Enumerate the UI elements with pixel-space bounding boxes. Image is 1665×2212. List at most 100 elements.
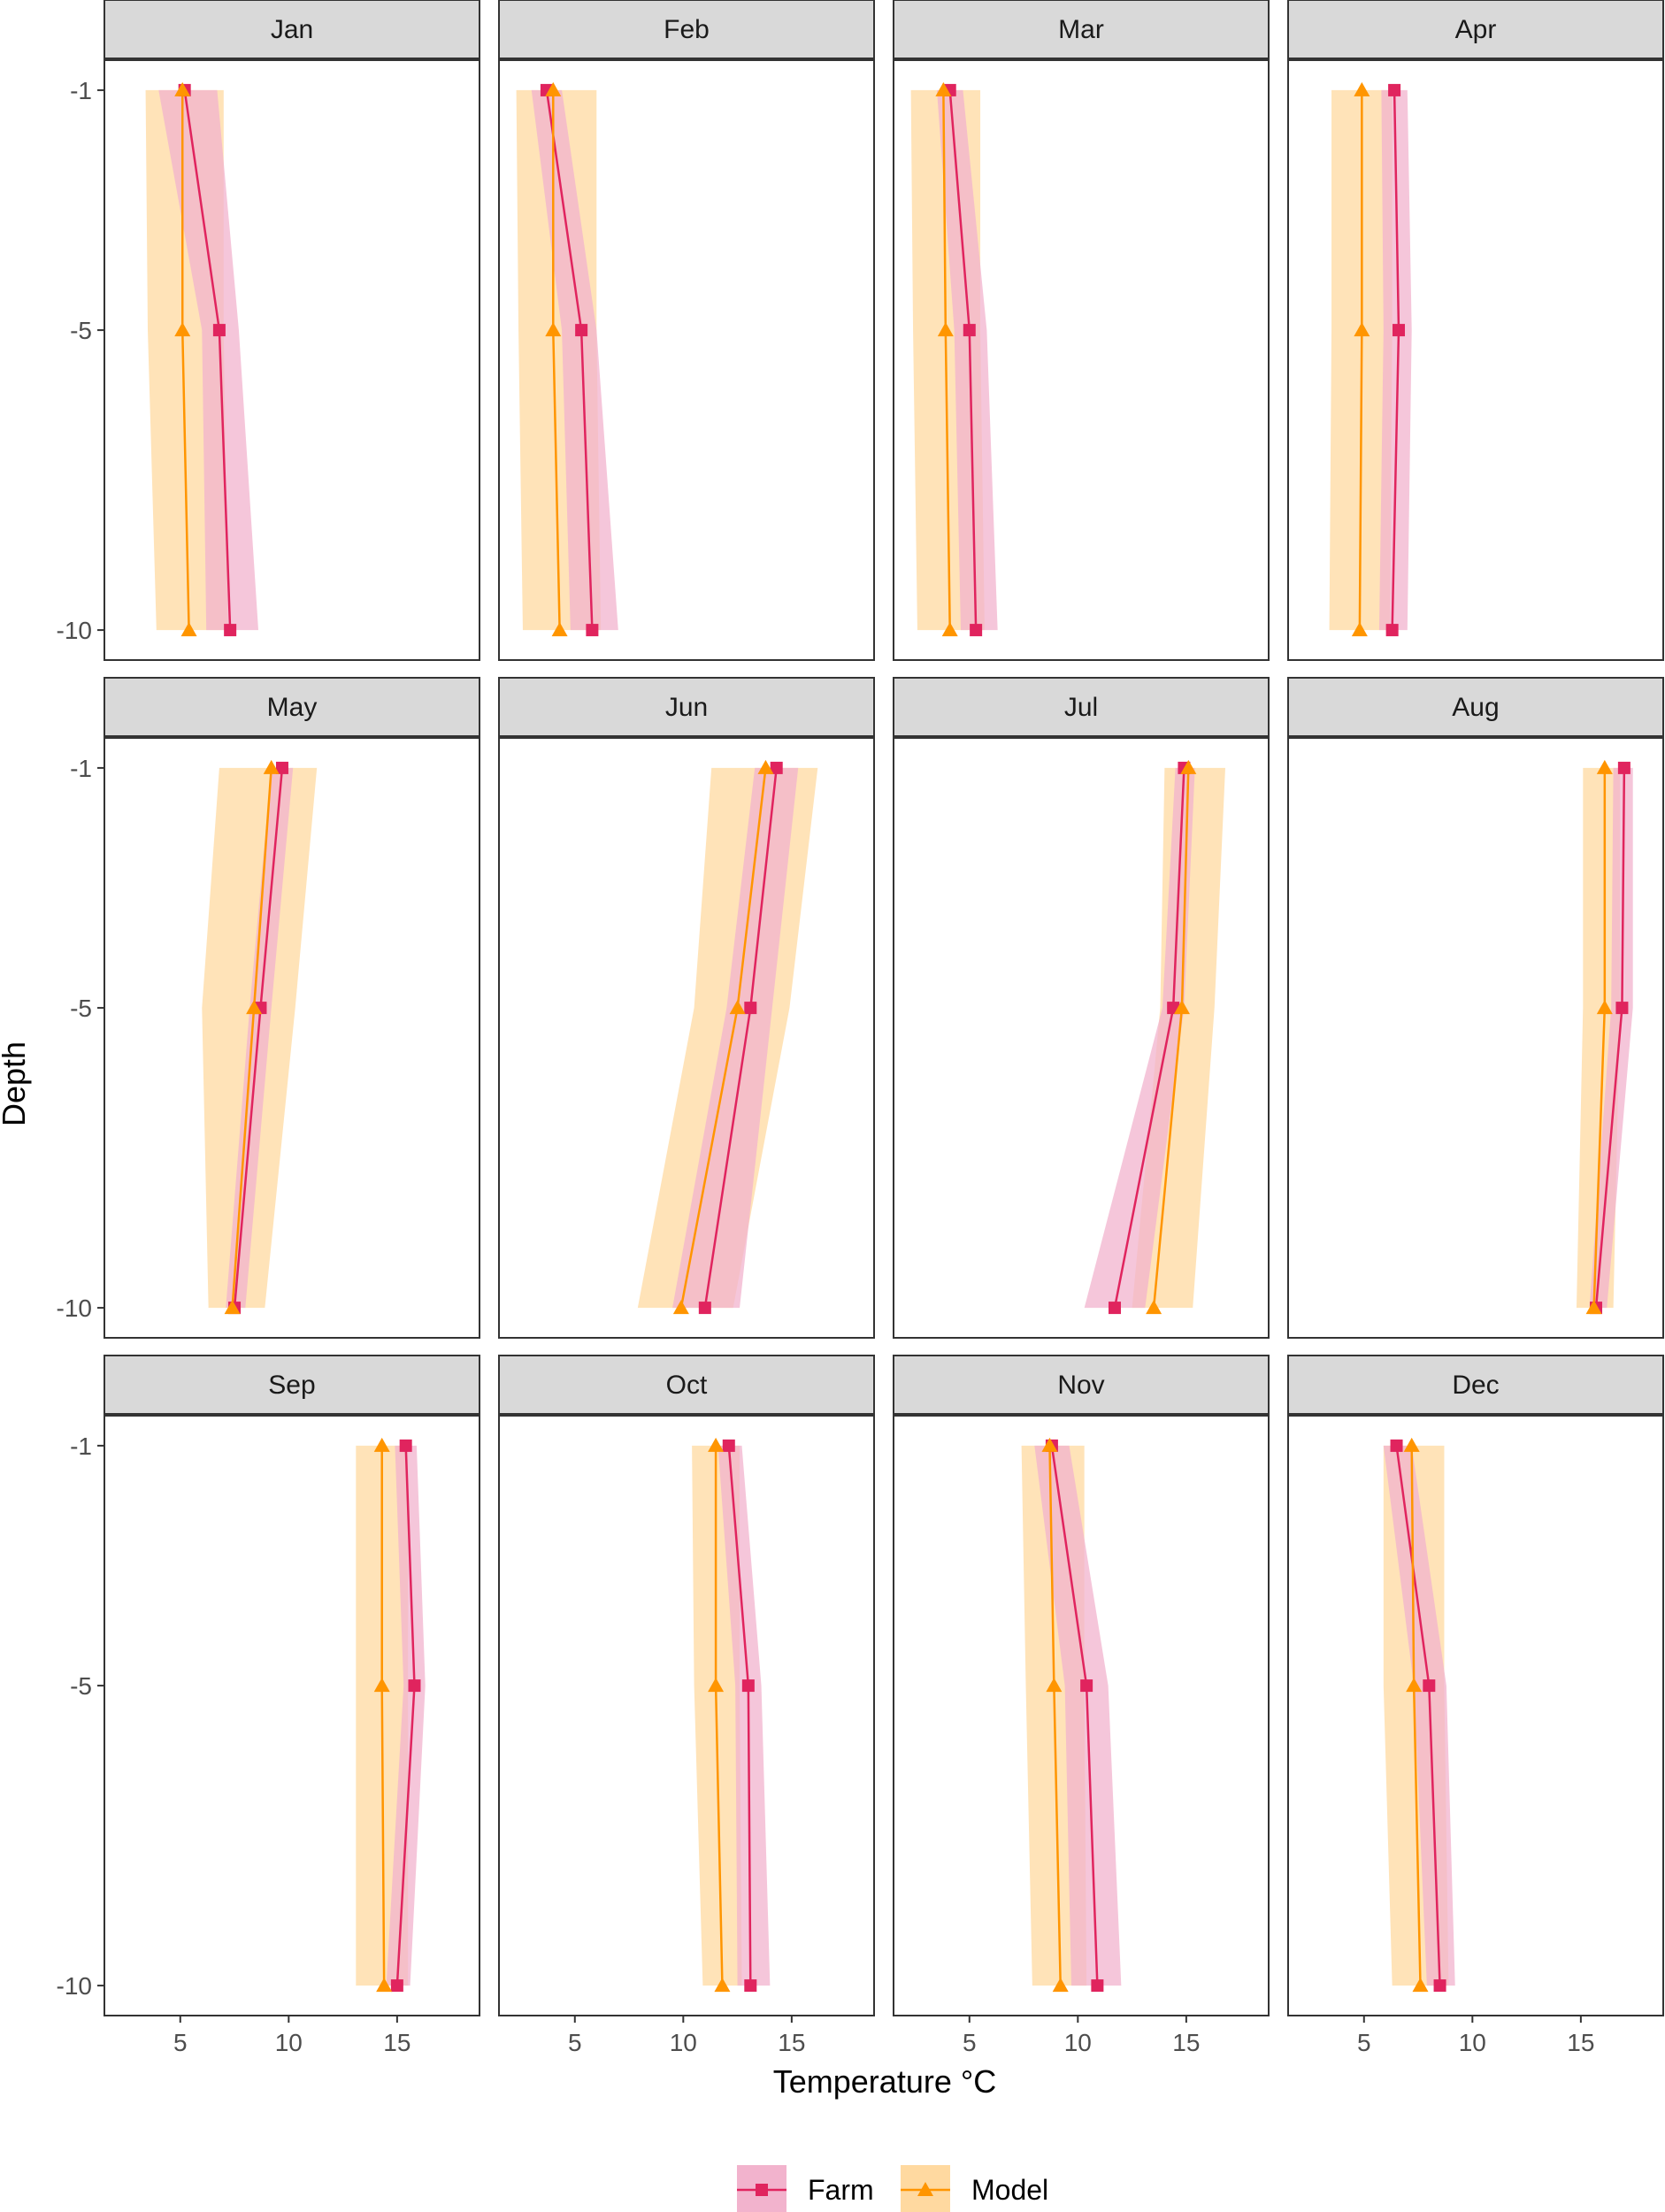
- farm-point: [390, 1979, 403, 1993]
- panel-background: [1288, 1416, 1663, 2016]
- farm-point: [1433, 1979, 1446, 1993]
- facet-strip-label: Nov: [1057, 1371, 1104, 1400]
- x-tick-label: 5: [963, 2029, 977, 2056]
- facet-panel-feb: Feb: [498, 0, 875, 661]
- panel-border: [1287, 1415, 1664, 2016]
- facet-strip-label: Dec: [1452, 1371, 1499, 1400]
- y-tick-label: -1: [70, 1432, 92, 1460]
- facet-panel-oct: Oct 5 10 15: [498, 1355, 875, 2056]
- panel-background: [499, 1416, 874, 2016]
- y-tick-label: -10: [57, 1294, 92, 1322]
- y-tick-label: -5: [70, 317, 92, 344]
- farm-ribbon: [1084, 767, 1195, 1309]
- panel-border: [1287, 59, 1664, 661]
- farm-point: [275, 761, 288, 774]
- model-point: [1403, 1437, 1420, 1452]
- facet-panel-nov: Nov 5 10 15: [893, 1355, 1270, 2056]
- x-tick-label: 10: [1459, 2029, 1486, 2056]
- facet-strip: [104, 0, 480, 59]
- model-point: [224, 1300, 241, 1315]
- facet-strip: [498, 0, 875, 59]
- model-point: [1596, 1000, 1613, 1015]
- farm-ribbon: [1034, 1445, 1122, 1986]
- panel-border: [498, 737, 875, 1339]
- model-point: [708, 1678, 725, 1693]
- model-point: [1351, 622, 1368, 637]
- facet-panel-jul: Jul: [893, 677, 1270, 1339]
- facet-panel-dec: Dec 5 10 15: [1287, 1355, 1664, 2056]
- farm-point: [1390, 1439, 1403, 1452]
- facet-strip-label: May: [267, 693, 318, 722]
- panel-border: [104, 1415, 480, 2016]
- facet-strip: [1287, 677, 1664, 737]
- farm-point: [722, 1439, 735, 1452]
- farm-ribbon: [937, 89, 998, 631]
- y-tick-label: -5: [70, 1672, 92, 1700]
- model-point: [1046, 1678, 1063, 1693]
- x-tick-label: 15: [1172, 2029, 1200, 2056]
- model-point: [1180, 759, 1197, 774]
- facet-strip: [1287, 1355, 1664, 1415]
- panel-border: [893, 59, 1270, 661]
- model-point: [551, 622, 568, 637]
- farm-point: [1388, 83, 1401, 96]
- model-point: [545, 322, 562, 337]
- facet-strip: [893, 677, 1270, 737]
- facet-panel-mar: Mar: [893, 0, 1270, 661]
- model-point: [1406, 1678, 1423, 1693]
- farm-ribbon: [717, 1445, 771, 1986]
- farm-point: [770, 761, 783, 774]
- facet-strip: [104, 677, 480, 737]
- x-tick-label: 5: [173, 2029, 188, 2056]
- farm-point: [1091, 1979, 1104, 1993]
- y-axis-title-group: Depth: [0, 1041, 32, 1126]
- farm-point: [970, 624, 983, 637]
- farm-point: [575, 324, 588, 337]
- x-tick-label: 15: [1567, 2029, 1594, 2056]
- panel-border: [498, 1415, 875, 2016]
- panel-border: [104, 737, 480, 1339]
- facet-panel-aug: Aug: [1287, 677, 1664, 1339]
- panel-border: [498, 59, 875, 661]
- model-point: [545, 81, 562, 96]
- facet-panel-may: May -1 -5 -10: [57, 677, 480, 1339]
- farm-ribbon: [1378, 89, 1412, 631]
- facet-panel-jun: Jun: [498, 677, 875, 1339]
- model-point: [941, 622, 958, 637]
- facet-strip-label: Jul: [1064, 693, 1098, 722]
- model-point: [1354, 81, 1370, 96]
- model-point: [376, 1978, 393, 1993]
- model-point: [757, 759, 774, 774]
- panel-border: [893, 737, 1270, 1339]
- farm-point: [1615, 1002, 1629, 1015]
- legend-key-marker: [756, 2184, 768, 2196]
- farm-ribbon: [1383, 1445, 1455, 1986]
- farm-point: [1617, 761, 1630, 774]
- legend-key-marker: [917, 2182, 933, 2196]
- y-tick-label: -10: [57, 1972, 92, 2000]
- model-point: [1596, 759, 1613, 774]
- facet-panel-apr: Apr: [1287, 0, 1664, 661]
- facet-strip: [498, 1355, 875, 1415]
- model-point: [246, 1000, 263, 1015]
- facet-strip: [104, 1355, 480, 1415]
- farm-point: [224, 624, 237, 637]
- farm-point: [1423, 1679, 1436, 1693]
- farm-ribbon: [386, 1445, 426, 1986]
- panel-border: [1287, 737, 1664, 1339]
- y-tick-label: -1: [70, 755, 92, 782]
- legend-item-model: Model: [901, 2165, 1048, 2212]
- model-point: [1041, 1437, 1058, 1452]
- facet-strip: [893, 1355, 1270, 1415]
- farm-point: [1080, 1679, 1093, 1693]
- facet-strip-label: Jun: [665, 693, 708, 722]
- model-point: [672, 1300, 689, 1315]
- legend: Farm Model: [737, 2165, 1048, 2212]
- farm-point: [744, 1979, 757, 1993]
- farm-point: [741, 1679, 755, 1693]
- farm-point: [1385, 624, 1399, 637]
- x-tick-label: 15: [383, 2029, 410, 2056]
- farm-point: [408, 1679, 421, 1693]
- farm-point: [1392, 324, 1405, 337]
